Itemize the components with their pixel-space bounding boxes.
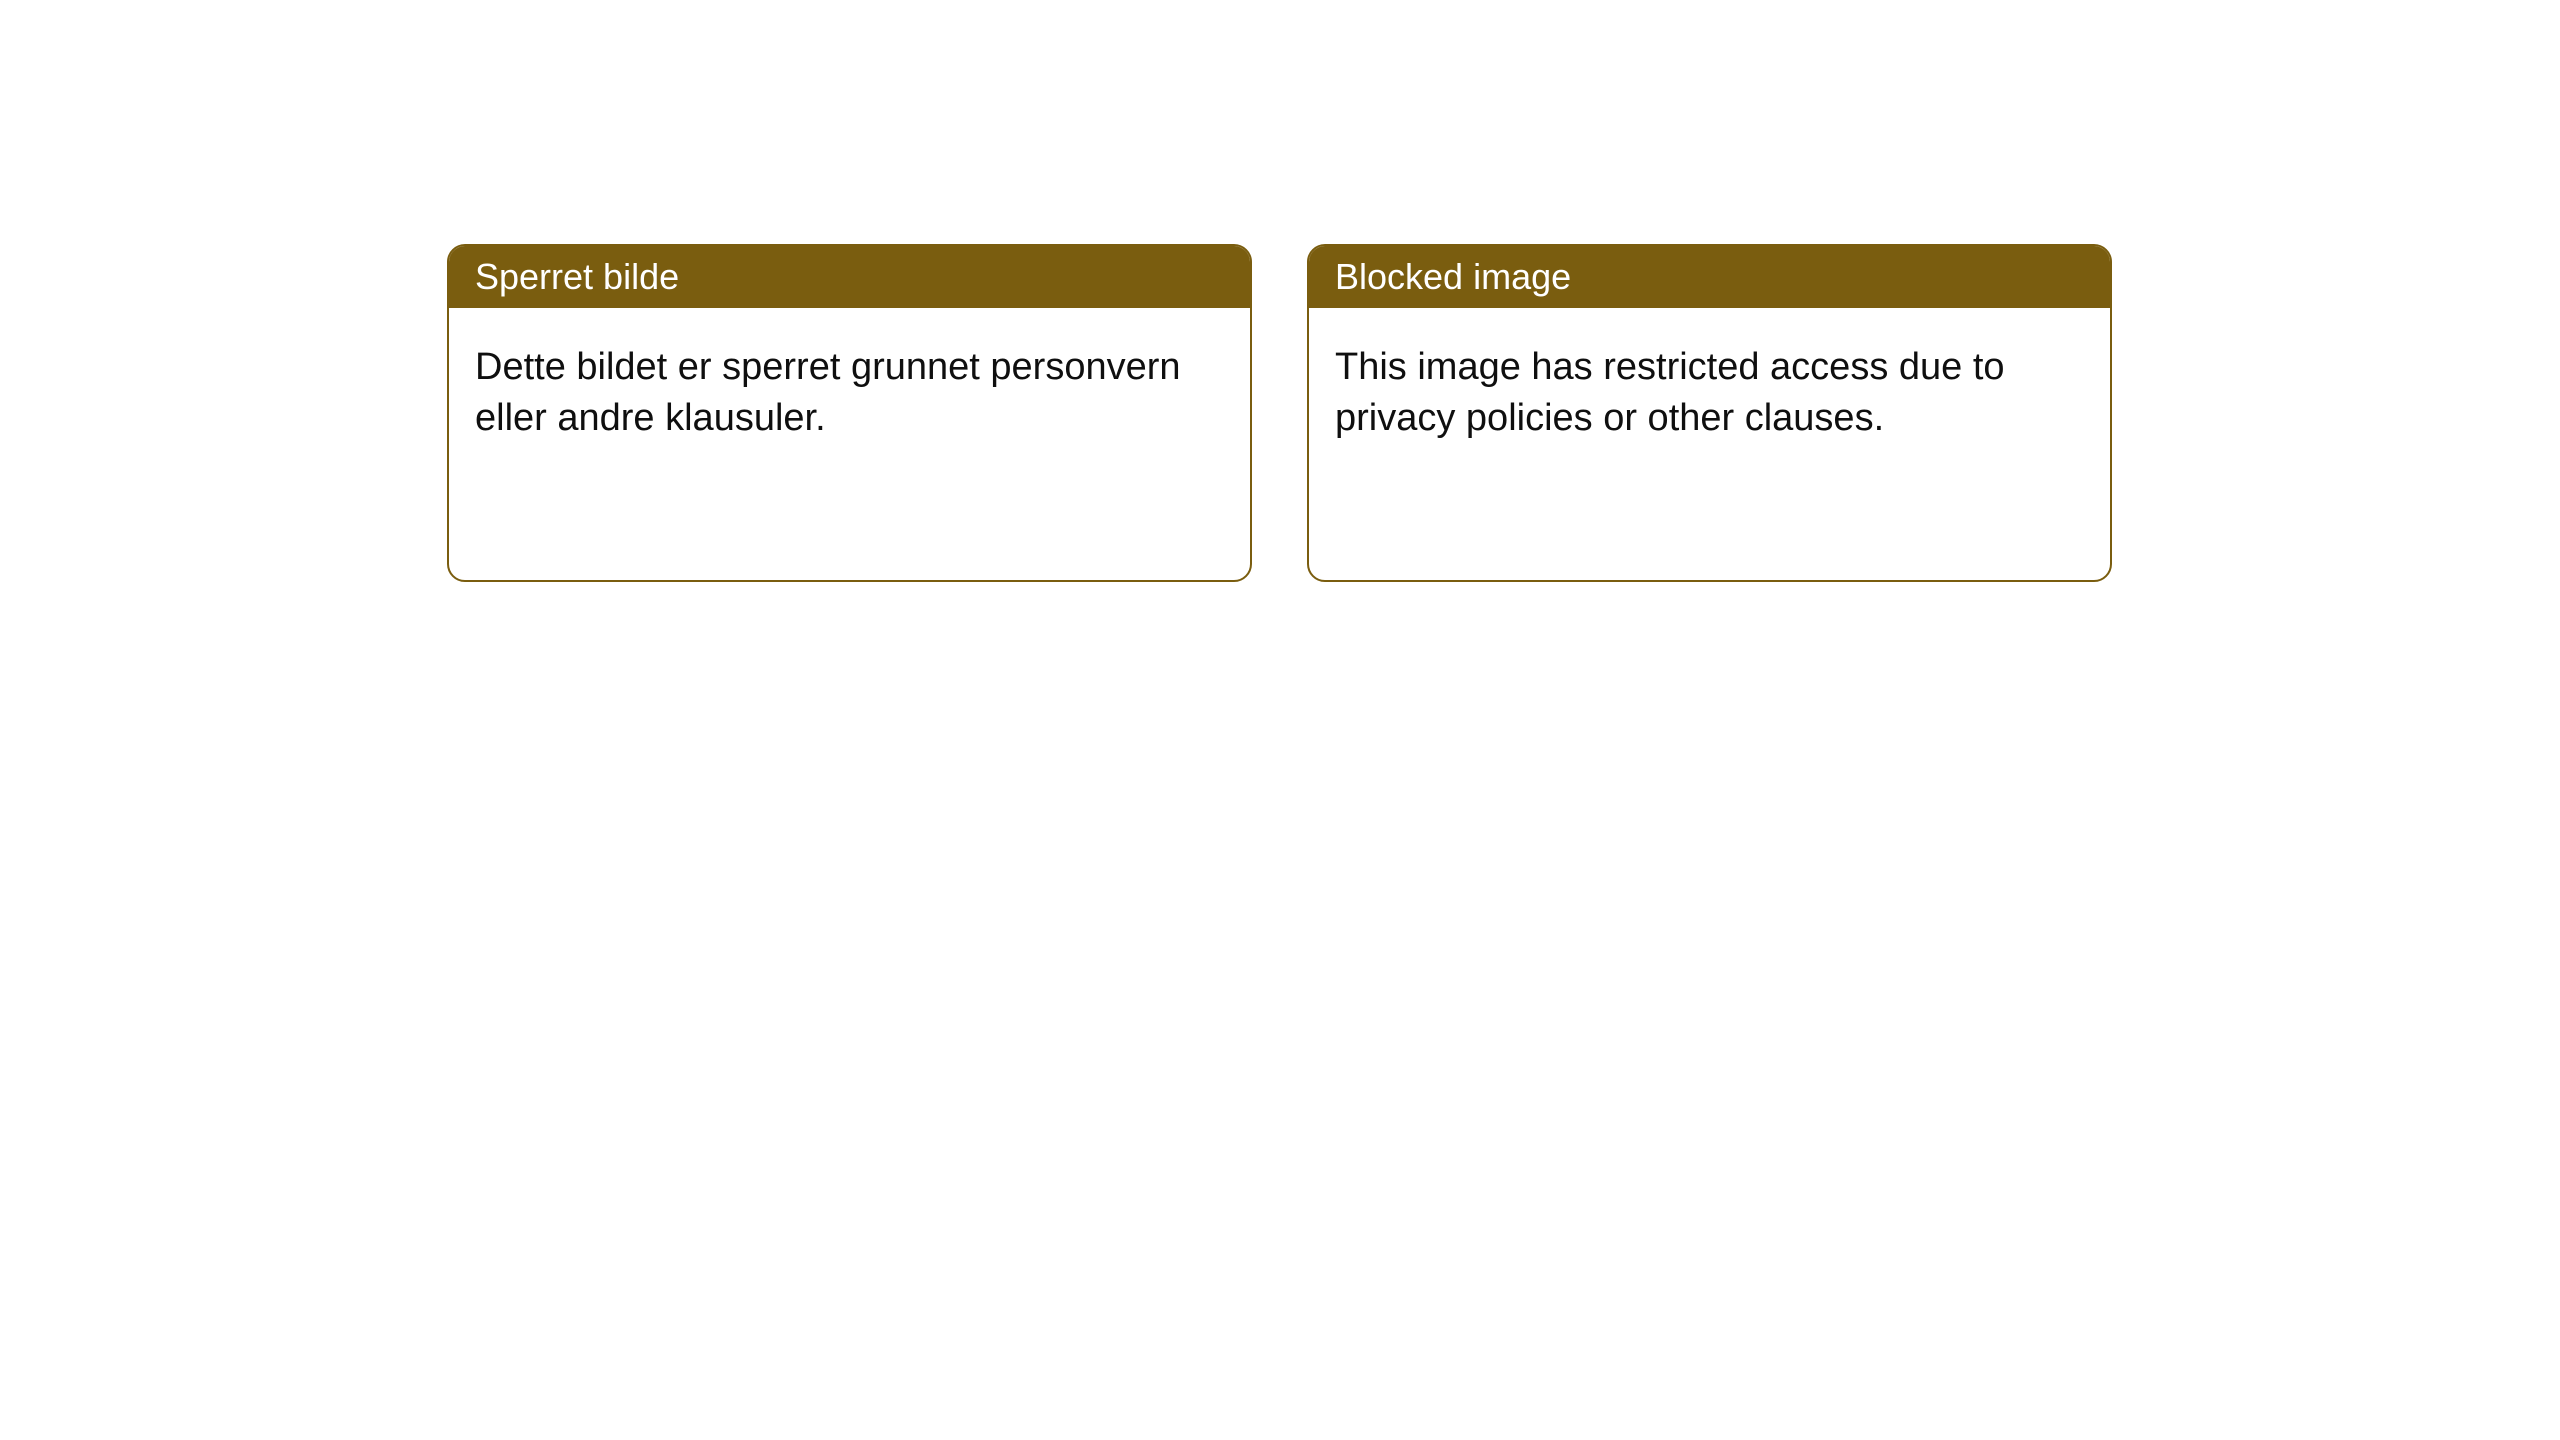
notice-header-english: Blocked image (1309, 246, 2110, 308)
notice-body-norwegian: Dette bildet er sperret grunnet personve… (449, 308, 1250, 479)
notice-card-norwegian: Sperret bilde Dette bildet er sperret gr… (447, 244, 1252, 582)
notice-header-norwegian: Sperret bilde (449, 246, 1250, 308)
notice-body-english: This image has restricted access due to … (1309, 308, 2110, 479)
notice-container: Sperret bilde Dette bildet er sperret gr… (447, 244, 2112, 582)
notice-card-english: Blocked image This image has restricted … (1307, 244, 2112, 582)
